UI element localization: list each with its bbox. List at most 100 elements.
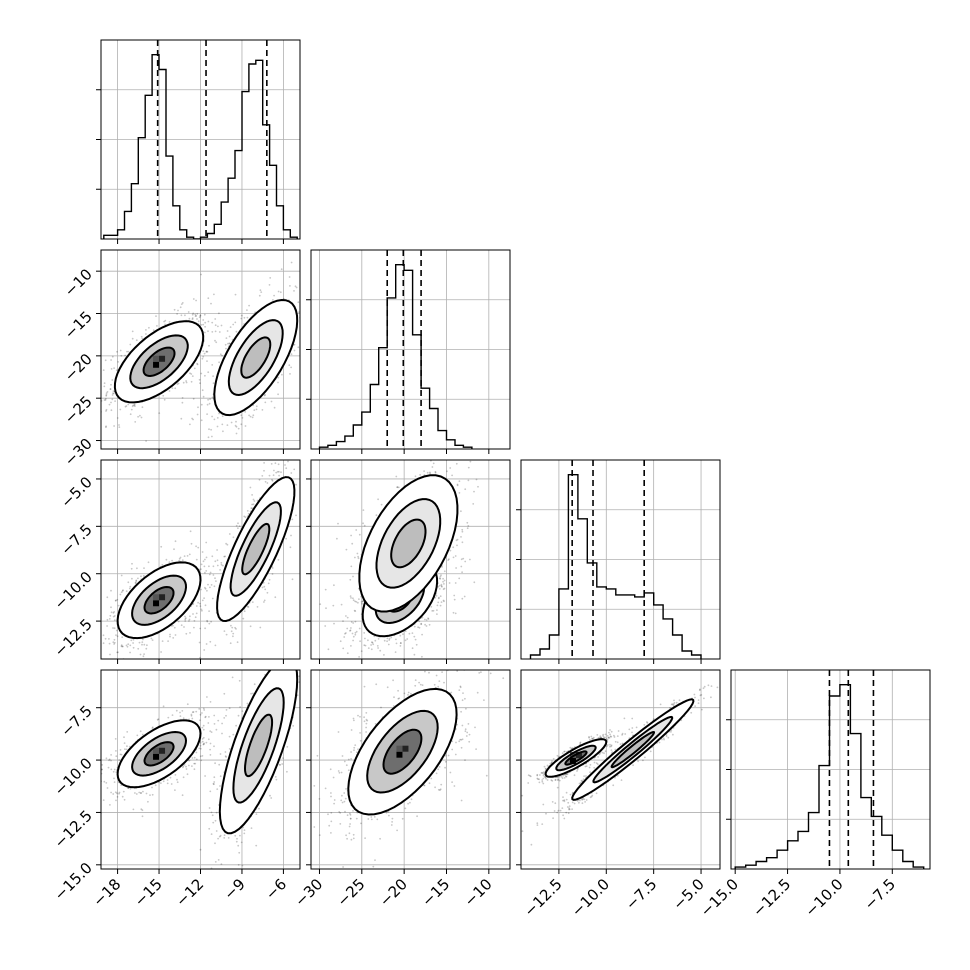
- sample-point: [142, 655, 145, 658]
- sample-point: [327, 648, 330, 651]
- sample-point: [458, 492, 461, 494]
- sample-point: [259, 626, 262, 629]
- sample-point: [196, 363, 199, 366]
- sample-point: [442, 577, 444, 580]
- sample-point: [399, 634, 402, 637]
- sample-point: [201, 609, 203, 612]
- sample-point: [177, 382, 180, 385]
- density-fill: [242, 523, 270, 575]
- sample-point: [302, 318, 304, 320]
- sample-point: [160, 651, 163, 653]
- sample-point: [259, 289, 262, 292]
- sample-point: [124, 405, 127, 408]
- sample-point: [350, 597, 352, 599]
- sample-point: [256, 606, 259, 608]
- sample-point: [367, 647, 370, 649]
- sample-point: [195, 612, 198, 615]
- sample-point: [109, 653, 111, 656]
- sample-point: [180, 314, 183, 317]
- sample-point: [414, 638, 417, 641]
- sample-point: [93, 376, 95, 378]
- sample-point: [191, 318, 194, 321]
- sample-point: [205, 350, 208, 353]
- sample-point: [128, 587, 131, 590]
- sample-point: [221, 423, 224, 426]
- sample-point: [202, 395, 205, 398]
- sample-point: [308, 456, 310, 458]
- sample-point: [296, 417, 298, 419]
- sample-point: [464, 560, 467, 563]
- sample-point: [109, 614, 112, 617]
- histogram-panel: [306, 249, 511, 454]
- sample-point: [112, 392, 115, 395]
- sample-point: [184, 615, 186, 618]
- sample-point: [173, 548, 175, 551]
- sample-point: [413, 635, 416, 638]
- sample-point: [111, 394, 114, 396]
- sample-point: [293, 349, 296, 352]
- sample-point: [232, 632, 235, 635]
- density-cell: [153, 355, 160, 362]
- sample-point: [196, 312, 199, 315]
- sample-point: [127, 581, 130, 584]
- sample-point: [248, 414, 251, 417]
- sample-point: [201, 551, 204, 553]
- sample-point: [195, 605, 198, 607]
- sample-point: [164, 323, 167, 326]
- sample-point: [397, 486, 400, 489]
- sample-point: [218, 361, 221, 364]
- sample-point: [199, 605, 202, 607]
- sample-point: [137, 415, 140, 418]
- sample-point: [143, 567, 145, 569]
- sample-point: [395, 642, 398, 645]
- sample-point: [206, 351, 209, 353]
- sample-point: [130, 639, 133, 642]
- sample-point: [354, 556, 356, 559]
- sample-point: [324, 588, 327, 591]
- sample-point: [211, 396, 214, 399]
- sample-point: [261, 586, 264, 589]
- sample-point: [271, 479, 274, 482]
- sample-point: [105, 410, 107, 412]
- sample-point: [298, 311, 300, 313]
- y-tick-label: −30: [61, 435, 96, 470]
- sample-point: [345, 632, 347, 634]
- sample-point: [443, 587, 446, 590]
- sample-point: [372, 662, 374, 664]
- sample-point: [212, 574, 215, 576]
- sample-point: [468, 450, 470, 452]
- sample-point: [243, 610, 246, 613]
- sample-point: [360, 650, 363, 653]
- sample-point: [432, 609, 435, 612]
- sample-point: [202, 319, 205, 321]
- sample-point: [127, 403, 130, 406]
- sample-point: [242, 617, 245, 620]
- sample-point: [361, 602, 363, 605]
- sample-point: [246, 510, 249, 512]
- sample-point: [349, 629, 352, 632]
- sample-point: [222, 564, 224, 567]
- sample-point: [141, 641, 144, 643]
- sample-point: [105, 408, 108, 411]
- sample-point: [203, 597, 206, 599]
- density-cell: [153, 361, 160, 368]
- sample-point: [208, 610, 211, 612]
- sample-point: [177, 620, 180, 623]
- sample-point: [437, 585, 440, 588]
- sample-point: [231, 626, 234, 629]
- sample-point: [464, 488, 467, 491]
- sample-point: [228, 335, 231, 338]
- sample-point: [391, 662, 393, 664]
- sample-point: [274, 596, 277, 599]
- sample-point: [362, 522, 364, 525]
- sample-point: [192, 418, 195, 421]
- sample-point: [287, 460, 289, 463]
- sample-point: [204, 604, 207, 607]
- sample-point: [121, 636, 124, 639]
- sample-point: [220, 324, 223, 327]
- sample-point: [414, 450, 416, 452]
- sample-point: [268, 284, 271, 286]
- sample-point: [225, 337, 228, 339]
- sample-point: [423, 470, 425, 472]
- density-cell: [159, 594, 166, 601]
